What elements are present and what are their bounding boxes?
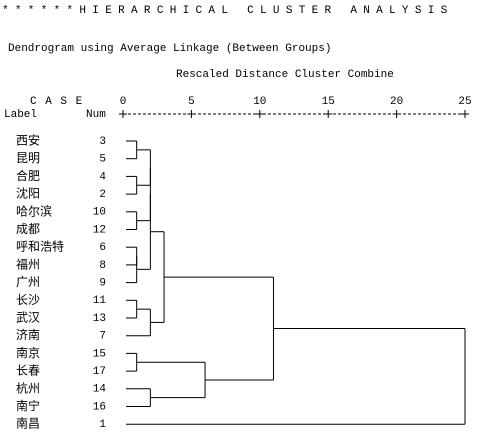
case-num: 10 [93,207,106,219]
case-label: 昆明 [16,151,40,165]
case-label: 福州 [16,256,40,271]
case-label: 呼和浩特 [16,239,64,254]
case-label: 杭州 [16,380,40,395]
case-num: 8 [99,260,106,272]
num-header: Num [86,109,106,121]
tick-label: 5 [188,96,195,108]
case-label: 合肥 [16,168,40,183]
case-label: 哈尔滨 [16,203,52,218]
case-label: 长沙 [16,293,40,307]
case-num: 9 [99,278,106,290]
tick-label: 0 [120,96,127,108]
label-header: Label [4,109,37,121]
case-label: 长春 [16,364,40,378]
case-num: 6 [99,242,106,254]
case-label: 南昌 [16,416,40,431]
case-label: 南京 [16,345,40,360]
tick-label: 10 [253,96,266,108]
case-num: 13 [93,313,106,325]
axis-title: Rescaled Distance Cluster Combine [176,69,394,81]
case-num: 16 [93,401,106,413]
banner: ******HIERARCHICAL CLUSTER ANALYSIS [2,5,454,17]
case-num: 17 [93,366,106,378]
tick-label: 25 [458,96,471,108]
case-label: 沈阳 [16,186,40,201]
tick-label: 20 [390,96,403,108]
case-num: 7 [99,331,106,343]
case-num: 15 [93,348,106,360]
case-label: 西安 [16,133,40,148]
case-label: 济南 [16,327,40,342]
case-num: 3 [99,136,106,148]
subtitle: Dendrogram using Average Linkage (Betwee… [8,43,331,55]
case-label: 南宁 [16,398,40,413]
case-label: 成都 [16,222,40,236]
case-num: 11 [93,295,107,307]
case-num: 2 [99,189,106,201]
case-num: 14 [93,384,107,396]
case-num: 1 [99,419,106,431]
case-num: 4 [99,171,106,183]
case-num: 5 [99,154,106,166]
case-header: C A S E [30,96,83,108]
tick-label: 15 [322,96,335,108]
case-label: 武汉 [16,311,40,325]
case-num: 12 [93,224,106,236]
case-label: 广州 [16,275,40,289]
